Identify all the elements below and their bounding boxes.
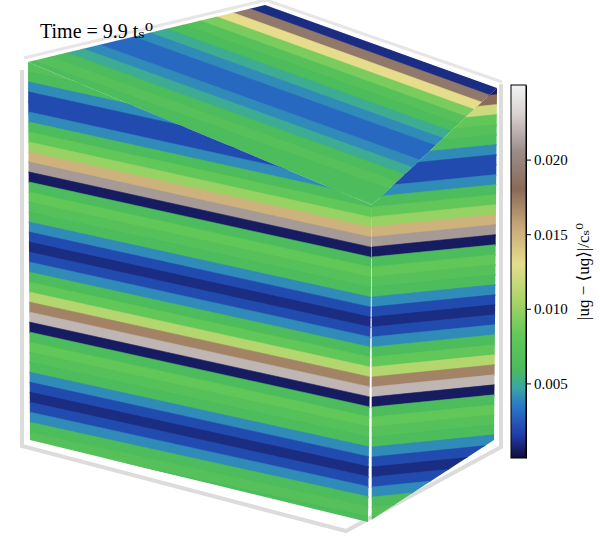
colorbar-gradient [511,85,526,458]
cell [20,410,382,500]
tick: 0.005 [526,376,568,392]
tick-label: 0.020 [534,152,568,168]
cell [372,494,502,518]
tick: 0.015 [526,227,568,243]
tick-label: 0.005 [534,376,568,392]
cube-face [20,60,382,530]
tick-mark [526,160,531,161]
colorbar: 0.005 0.010 0.015 0.020 |uɡ − ⟨uɡ⟩|/cₛ⁰ [511,85,593,459]
tick-label: 0.015 [534,227,568,243]
cell [20,420,382,510]
cell [372,474,502,498]
cell [372,484,502,508]
cell [372,464,502,488]
cube-face [372,84,502,528]
cube [20,0,510,530]
axis-line [526,86,527,459]
chart: Time = 9.9 tₛ⁰ 0.005 0.010 0.015 0.020 |uɡ − … [0,0,600,539]
tick-mark [526,234,531,235]
tick: 0.010 [526,301,568,317]
cell [20,440,382,530]
tick: 0.020 [526,152,568,168]
cell [20,430,382,520]
colorbar-axis: 0.005 0.010 0.015 0.020 [526,86,568,459]
tick-label: 0.010 [534,301,568,317]
colorbar-label: |uɡ − ⟨uɡ⟩|/cₛ⁰ [574,223,593,320]
title: Time = 9.9 tₛ⁰ [40,20,153,42]
tick-mark [526,309,531,310]
tick-mark [526,383,531,384]
cell [372,504,502,528]
